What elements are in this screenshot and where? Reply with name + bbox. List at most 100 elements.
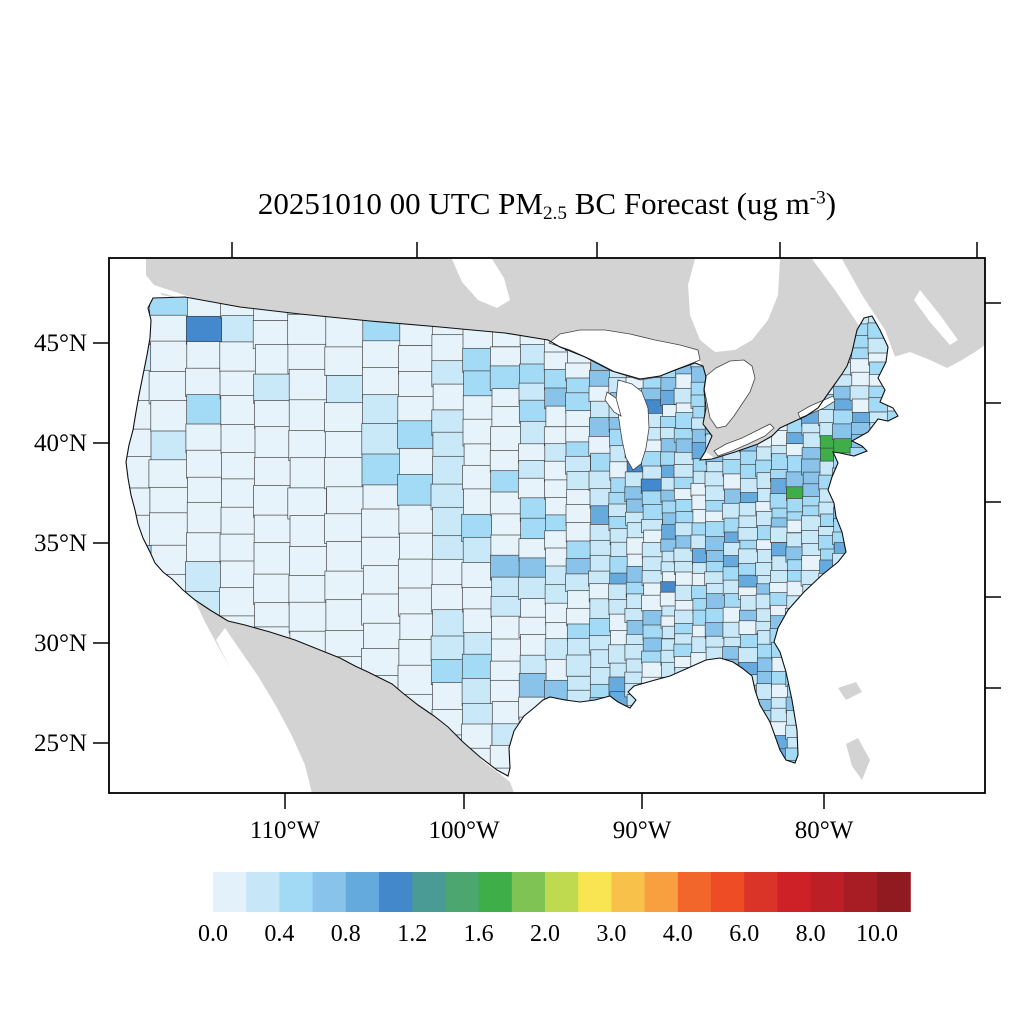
county-cell: [543, 351, 568, 373]
county-cell: [869, 665, 891, 682]
county-cell: [324, 513, 364, 544]
county-cell: [819, 595, 836, 612]
county-cell: [691, 727, 708, 742]
county-cell: [519, 363, 548, 385]
county-cell: [148, 658, 189, 689]
county-cell: [566, 471, 593, 491]
county-cell: [832, 725, 854, 741]
county-cell: [819, 610, 836, 627]
county-cell: [902, 560, 919, 574]
county-cell: [833, 657, 855, 674]
colorbar-segment: [677, 872, 712, 912]
county-cell: [737, 647, 759, 665]
county-cell: [517, 759, 547, 776]
county-cell: [543, 460, 568, 483]
county-cell: [289, 515, 330, 548]
county-cell: [902, 724, 919, 739]
county-cell: [361, 423, 401, 456]
county-cell: [869, 522, 891, 537]
county-cell: [886, 665, 898, 683]
county-cell: [739, 718, 760, 736]
canada-land: [146, 259, 985, 458]
county-cell: [432, 609, 466, 639]
county-cell: [566, 377, 593, 395]
county-cell: [544, 699, 569, 722]
county-cell: [868, 474, 890, 490]
county-cell: [462, 347, 494, 373]
county-cell: [520, 517, 549, 540]
county-cell: [820, 637, 837, 654]
county-cell: [818, 535, 835, 551]
county-cell: [543, 752, 568, 775]
county-cell: [626, 717, 646, 732]
island-land: [838, 682, 862, 700]
county-cell: [888, 614, 898, 628]
county-cell: [704, 763, 726, 776]
county-cell: [287, 313, 327, 346]
county-cell: [588, 470, 612, 491]
county-cell: [673, 680, 694, 699]
title-prefix: 20251010 00 UTC PM: [257, 186, 543, 221]
county-cell: [801, 596, 822, 612]
county-cell: [432, 506, 466, 537]
county-cell: [544, 638, 569, 661]
county-cell: [770, 615, 789, 630]
colorbar-tick-label: 1.6: [464, 921, 494, 947]
county-cell: [220, 395, 257, 427]
county-cell: [673, 387, 694, 405]
great-lake: [615, 379, 650, 471]
county-cell: [254, 426, 292, 459]
county-cell: [149, 743, 190, 774]
county-cell: [901, 382, 918, 394]
county-cell: [149, 685, 189, 716]
county-cell: [462, 608, 494, 634]
county-cell: [869, 436, 891, 452]
county-cell: [461, 678, 493, 707]
county-cell: [721, 502, 741, 520]
figure-title: 20251010 00 UTC PM2.5 BC Forecast (ug m-…: [109, 186, 985, 225]
county-cell: [851, 588, 872, 603]
colorbar-tick-label: 0.0: [198, 921, 228, 947]
county-cell: [757, 657, 774, 674]
county-cell: [849, 385, 871, 401]
county-cell: [660, 715, 678, 730]
county-cell: [772, 778, 790, 791]
county-cell: [186, 449, 223, 479]
county-cell: [831, 702, 853, 718]
county-cell: [723, 744, 743, 759]
county-cell: [902, 609, 919, 625]
county-cell: [867, 598, 889, 614]
county-cell: [769, 526, 789, 543]
county-cell: [902, 455, 919, 470]
county-cell: [832, 619, 854, 635]
county-cell: [660, 703, 677, 718]
county-cell: [901, 661, 918, 676]
county-cell: [833, 582, 854, 598]
county-cell: [902, 674, 919, 690]
county-cell: [800, 717, 822, 734]
county-cell: [520, 420, 549, 446]
county-cell: [704, 471, 726, 488]
county-cell: [566, 774, 593, 776]
county-cell: [802, 679, 823, 696]
county-cell: [397, 558, 435, 590]
county-cell: [771, 656, 791, 674]
county-cell: [608, 723, 628, 740]
county-cell: [801, 515, 822, 533]
county-cell: [868, 448, 890, 463]
map-frame: [108, 257, 986, 794]
county-cell: [887, 384, 898, 400]
county-cell: [676, 787, 695, 803]
county-cell: [673, 547, 694, 564]
county-cell: [608, 503, 628, 519]
county-cell: [705, 736, 726, 754]
county-cell: [490, 426, 522, 452]
county-cell: [887, 520, 898, 539]
county-cell: [887, 458, 898, 475]
colorbar-tick-label: 2.0: [530, 921, 560, 947]
county-cell: [800, 646, 821, 660]
county-cell: [397, 664, 434, 697]
county-cell: [738, 709, 759, 723]
county-cell: [902, 535, 919, 549]
county-cell: [867, 561, 889, 579]
